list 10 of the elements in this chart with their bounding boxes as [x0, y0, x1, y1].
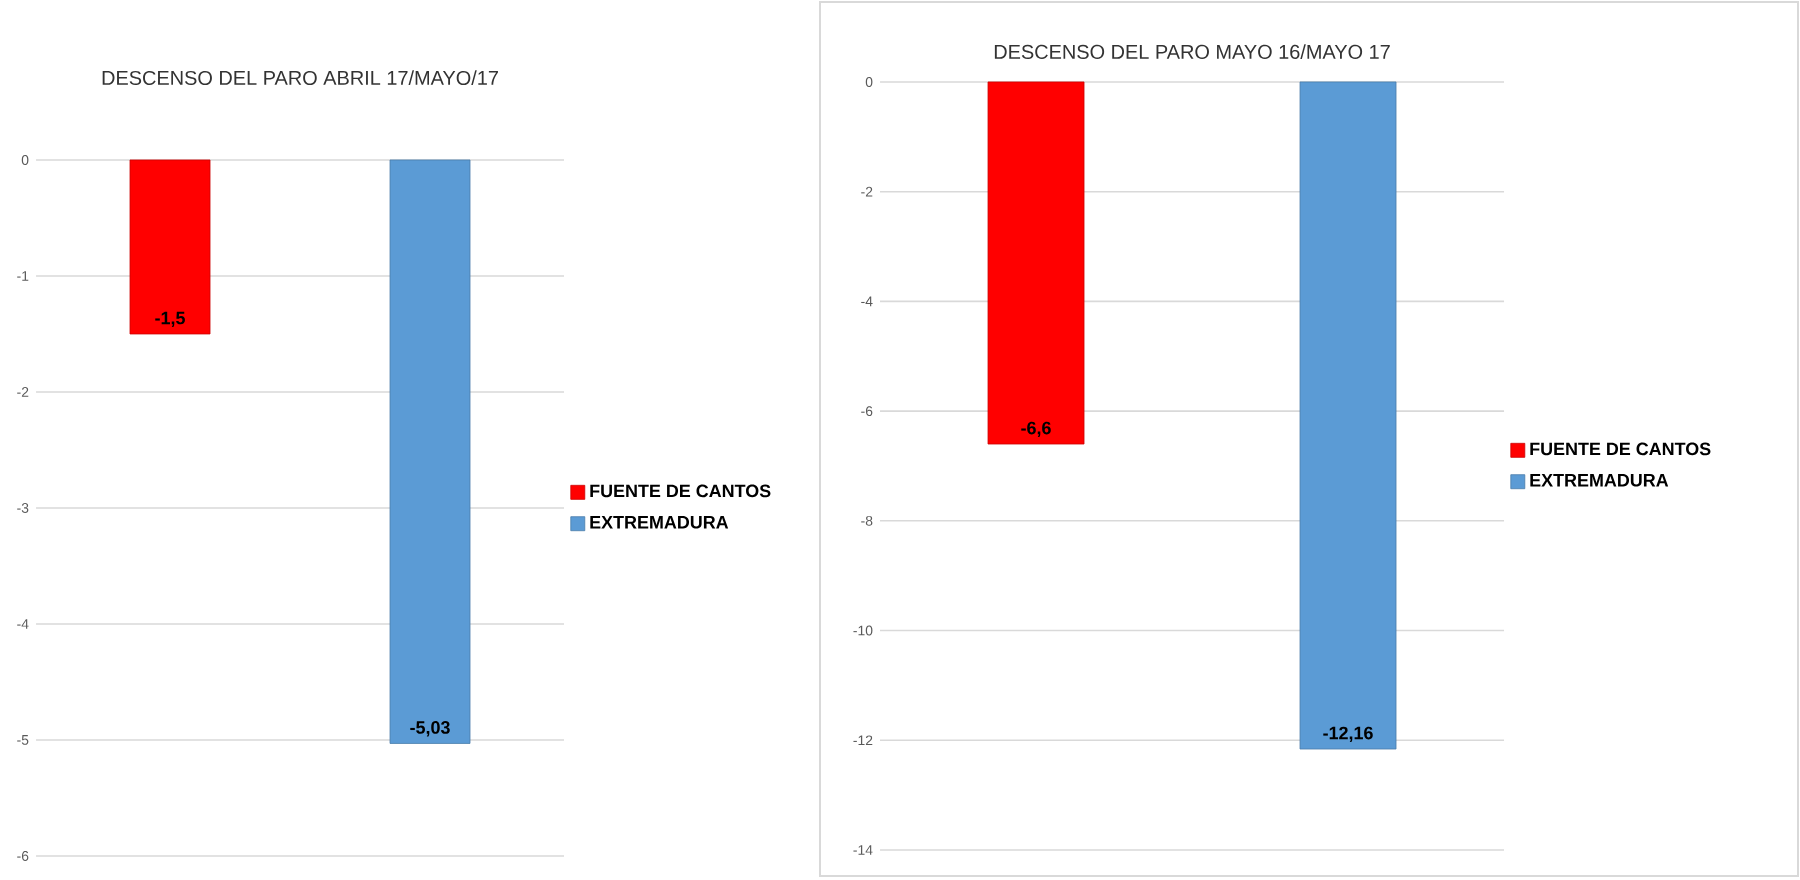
legend-label: FUENTE DE CANTOS [590, 484, 771, 498]
data-label: -12,16 [1323, 726, 1373, 742]
data-label: -6,6 [1021, 421, 1051, 437]
data-label: -5,03 [410, 721, 450, 737]
chart-title: DESCENSO DEL PARO MAYO 16/MAYO 17 [994, 44, 1390, 59]
legend-label: EXTREMADURA [590, 516, 729, 529]
legend-label: EXTREMADURA [1530, 474, 1669, 487]
chart-title: DESCENSO DEL PARO ABRIL 17/MAYO/17 [102, 70, 498, 85]
legend-label: FUENTE DE CANTOS [1530, 442, 1711, 456]
data-label: -1,5 [155, 311, 185, 327]
